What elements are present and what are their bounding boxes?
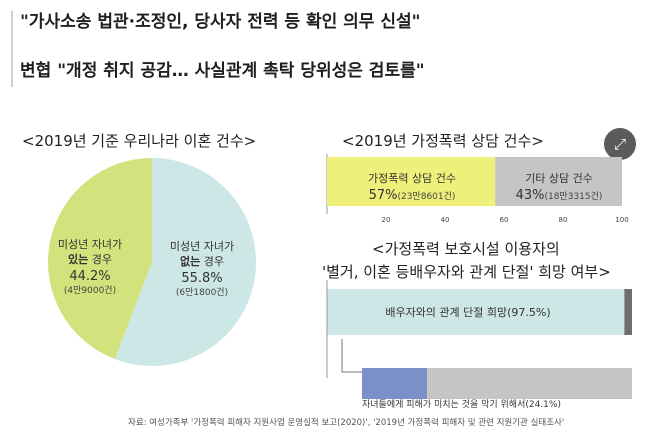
- segment-name-dv: 가정폭력 상담 건수: [368, 172, 456, 185]
- segment-count-other: (18만3315건): [544, 191, 603, 202]
- shelter-bar-2: [362, 368, 428, 399]
- pie-count-with: (4만9000건): [63, 286, 117, 297]
- pie-label-with-line1: 미성년 자녀가: [57, 238, 123, 251]
- x-tick-80: 80: [559, 216, 568, 224]
- segment-percent-dv: 57%: [368, 187, 398, 203]
- segment-label-other: 기타 상담 건수 43%(18만3315건): [496, 172, 622, 204]
- headline-2: 변협 "개정 취지 공감… 사실관계 촉탁 당위성은 검토를": [20, 61, 425, 81]
- stacked-segment-1: [495, 157, 622, 206]
- pie-percent-with: 44.2%: [69, 268, 111, 284]
- pie-label-with-line3: 경우: [91, 252, 112, 266]
- x-tick-40: 40: [441, 216, 450, 224]
- shelter-bar-label-2: 자녀들에게 피해가 미치는 것을 막기 위해서(24.1%): [362, 400, 561, 410]
- pie-slice-0: [48, 158, 152, 360]
- pie-label-without-children: 미성년 자녀가 없는 경우 55.8% (6만1800건): [152, 240, 252, 299]
- pie-label-without-emph: 없는: [180, 254, 201, 268]
- headline-1: "가사소송 법관·조정인, 당사자 전력 등 확인 의무 신설": [20, 12, 421, 32]
- x-tick-100: 100: [615, 216, 628, 224]
- connector-line: [341, 339, 362, 373]
- x-tick-20: 20: [382, 216, 391, 224]
- pie-label-without-line3: 경우: [203, 254, 224, 268]
- pie-slice-1: [114, 158, 257, 366]
- segment-percent-other: 43%: [515, 187, 545, 203]
- shelter-bar-label-1: 배우자와의 관계 단절 희망(97.5%): [385, 306, 551, 319]
- x-tick-60: 60: [500, 216, 509, 224]
- expand-icon[interactable]: ⤢: [604, 128, 636, 160]
- shelter-chart-title-1: <가정폭력 보호시설 이용자의: [372, 240, 560, 258]
- pie-label-with-emph: 있는: [68, 252, 89, 266]
- pie-percent-without: 55.8%: [181, 270, 223, 286]
- shelter-bar-1-remainder: [624, 289, 632, 335]
- segment-count-dv: (23만8601건): [397, 191, 456, 202]
- shelter-bar-1: [327, 289, 625, 335]
- bar-chart-title: <2019년 가정폭력 상담 건수>: [342, 132, 544, 150]
- headline-accent-bar: [11, 11, 13, 87]
- stacked-segment-0: [327, 157, 496, 206]
- shelter-chart-title-2: '별거, 이혼 등배우자와 관계 단절' 희망 여부>: [322, 263, 611, 281]
- source-note: 자료: 여성가족부 '가정폭력 피해자 지원사업 운영실적 보고(2020)',…: [128, 418, 565, 428]
- pie-chart-title: <2019년 기준 우리나라 이혼 건수>: [22, 132, 257, 150]
- shelter-bar-2-remainder: [427, 368, 632, 399]
- pie-label-with-children: 미성년 자녀가 있는 경우 44.2% (4만9000건): [40, 238, 140, 297]
- segment-label-dv: 가정폭력 상담 건수 57%(23만8601건): [328, 172, 496, 204]
- pie-label-without-line1: 미성년 자녀가: [169, 240, 235, 253]
- segment-name-other: 기타 상담 건수: [525, 172, 593, 185]
- pie-count-without: (6만1800건): [175, 288, 229, 299]
